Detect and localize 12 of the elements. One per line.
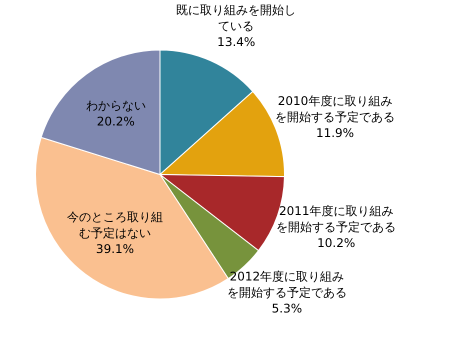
data-label: 11.9%: [316, 126, 354, 140]
data-label: 20.2%: [96, 114, 135, 128]
data-label: 5.3%: [272, 301, 302, 316]
slice-label: 2010年度に取り組みを開始する予定である: [275, 94, 396, 124]
slice-label: 2011年度に取り組みを開始する予定である: [276, 204, 396, 234]
data-label: 39.1%: [96, 242, 134, 256]
slice-label: 今のところ取り組む予定はない: [67, 210, 163, 240]
slice-label: 既に取り組みを開始している: [176, 2, 296, 33]
data-label: 10.2%: [317, 236, 356, 250]
data-label: 13.4%: [217, 34, 256, 49]
slice-label: 2012年度に取り組みを開始する予定である: [226, 269, 347, 300]
slice-label: わからない: [86, 98, 146, 112]
